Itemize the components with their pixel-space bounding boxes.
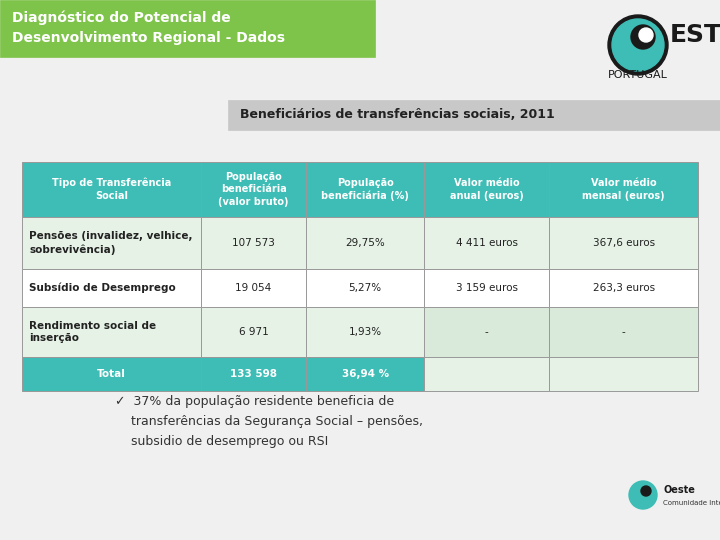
- Bar: [424, 269, 549, 307]
- Text: Rendimento social de
inserção: Rendimento social de inserção: [29, 321, 156, 343]
- Circle shape: [629, 481, 657, 509]
- Bar: [306, 307, 424, 357]
- Text: Comunidade Intermunicipal: Comunidade Intermunicipal: [663, 500, 720, 506]
- Bar: [549, 357, 698, 391]
- Text: 4 411 euros: 4 411 euros: [456, 238, 518, 248]
- Bar: [306, 357, 424, 391]
- Text: 36,94 %: 36,94 %: [341, 369, 389, 379]
- Bar: [201, 269, 306, 307]
- Bar: [201, 307, 306, 357]
- Bar: [22, 357, 201, 391]
- Text: 19 054: 19 054: [235, 283, 271, 293]
- Circle shape: [641, 486, 651, 496]
- Text: ESTE: ESTE: [670, 23, 720, 47]
- Bar: [306, 269, 424, 307]
- Text: 29,75%: 29,75%: [345, 238, 385, 248]
- Text: População
beneficiária
(valor bruto): População beneficiária (valor bruto): [218, 172, 289, 207]
- Bar: [549, 217, 698, 269]
- Bar: [201, 357, 306, 391]
- Text: 263,3 euros: 263,3 euros: [593, 283, 654, 293]
- Text: PORTUGAL: PORTUGAL: [608, 70, 668, 80]
- Bar: [0, 0, 375, 57]
- Text: Diagnóstico do Potencial de: Diagnóstico do Potencial de: [12, 11, 230, 25]
- Bar: [549, 307, 698, 357]
- Text: Valor médio
anual (euros): Valor médio anual (euros): [450, 178, 523, 201]
- Text: -: -: [622, 327, 626, 337]
- Text: Beneficiários de transferências sociais, 2011: Beneficiários de transferências sociais,…: [240, 109, 554, 122]
- Bar: [22, 307, 201, 357]
- Bar: [424, 357, 549, 391]
- Bar: [424, 162, 549, 217]
- Text: Tipo de Transferência
Social: Tipo de Transferência Social: [52, 178, 171, 201]
- Bar: [201, 217, 306, 269]
- Circle shape: [608, 15, 668, 75]
- Text: 133 598: 133 598: [230, 369, 277, 379]
- Text: 367,6 euros: 367,6 euros: [593, 238, 654, 248]
- Text: transferências da Segurança Social – pensões,: transferências da Segurança Social – pen…: [115, 415, 423, 428]
- Text: População
beneficiária (%): População beneficiária (%): [321, 178, 409, 201]
- Text: ✓  37% da população residente beneficia de: ✓ 37% da população residente beneficia d…: [115, 395, 394, 408]
- Text: 6 971: 6 971: [238, 327, 269, 337]
- Text: subsidio de desemprego ou RSI: subsidio de desemprego ou RSI: [115, 435, 328, 448]
- Circle shape: [631, 25, 655, 49]
- Text: Valor médio
mensal (euros): Valor médio mensal (euros): [582, 178, 665, 201]
- Text: 107 573: 107 573: [232, 238, 275, 248]
- Circle shape: [612, 19, 664, 71]
- Bar: [201, 162, 306, 217]
- Text: Pensões (invalidez, velhice,
sobrevivência): Pensões (invalidez, velhice, sobrevivênc…: [29, 231, 192, 255]
- Bar: [22, 269, 201, 307]
- Bar: [424, 217, 549, 269]
- Text: 3 159 euros: 3 159 euros: [456, 283, 518, 293]
- Text: 1,93%: 1,93%: [348, 327, 382, 337]
- Bar: [549, 162, 698, 217]
- Text: -: -: [485, 327, 489, 337]
- Text: Total: Total: [97, 369, 126, 379]
- Text: 5,27%: 5,27%: [348, 283, 382, 293]
- Text: Oeste: Oeste: [663, 485, 695, 495]
- Bar: [306, 217, 424, 269]
- Bar: [424, 307, 549, 357]
- Text: Desenvolvimento Regional - Dados: Desenvolvimento Regional - Dados: [12, 31, 285, 45]
- Circle shape: [639, 28, 653, 42]
- Bar: [22, 162, 201, 217]
- Bar: [306, 162, 424, 217]
- Text: Subsídio de Desemprego: Subsídio de Desemprego: [29, 283, 176, 293]
- Bar: [22, 217, 201, 269]
- Bar: [549, 269, 698, 307]
- Bar: [228, 100, 720, 130]
